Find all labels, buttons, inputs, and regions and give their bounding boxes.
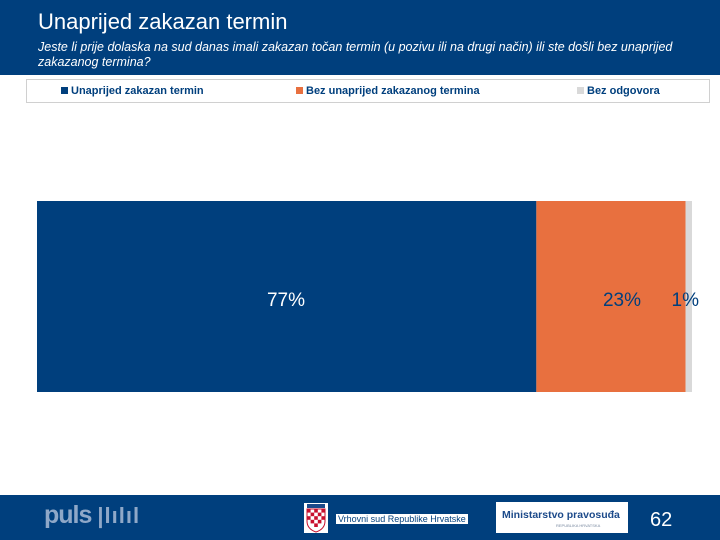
footer-bar: puls |lılıl Vrhovni sud Republike Hrvats… [0,495,720,540]
page-number: 62 [650,509,673,531]
header-bar: Unaprijed zakazan termin Jeste li prije … [0,0,720,75]
legend-item-3: Bez odgovora [577,85,660,97]
bar-segment-3 [685,201,692,392]
data-label-1: 77% [267,290,305,311]
legend-swatch-1 [61,87,68,94]
chart-legend: Unaprijed zakazan termin Bez unaprijed z… [26,79,710,103]
legend-swatch-2 [296,87,303,94]
puls-logo: puls |lılıl [44,501,141,529]
page-title: Unaprijed zakazan termin [38,9,288,34]
legend-item-1: Unaprijed zakazan termin [61,85,204,97]
ministry-logo: Ministarstvo pravosuđa REPUBLIKA HRVATSK… [496,502,628,533]
court-name: Vrhovni sud Republike Hrvatske [336,514,468,524]
croatia-crest-icon [304,503,328,533]
legend-swatch-3 [577,87,584,94]
legend-label-1: Unaprijed zakazan termin [71,85,204,97]
legend-label-2: Bez unaprijed zakazanog termina [306,85,480,97]
data-label-3: 1% [672,290,700,311]
bar-segment-2 [536,201,686,392]
legend-item-2: Bez unaprijed zakazanog termina [296,85,480,97]
data-label-2: 23% [603,290,641,311]
question-text: Jeste li prije dolaska na sud danas imal… [38,40,673,69]
stacked-bar-chart: 77% 23% 1% [37,201,700,392]
legend-label-3: Bez odgovora [587,85,660,97]
bar-segment-1 [37,201,537,392]
